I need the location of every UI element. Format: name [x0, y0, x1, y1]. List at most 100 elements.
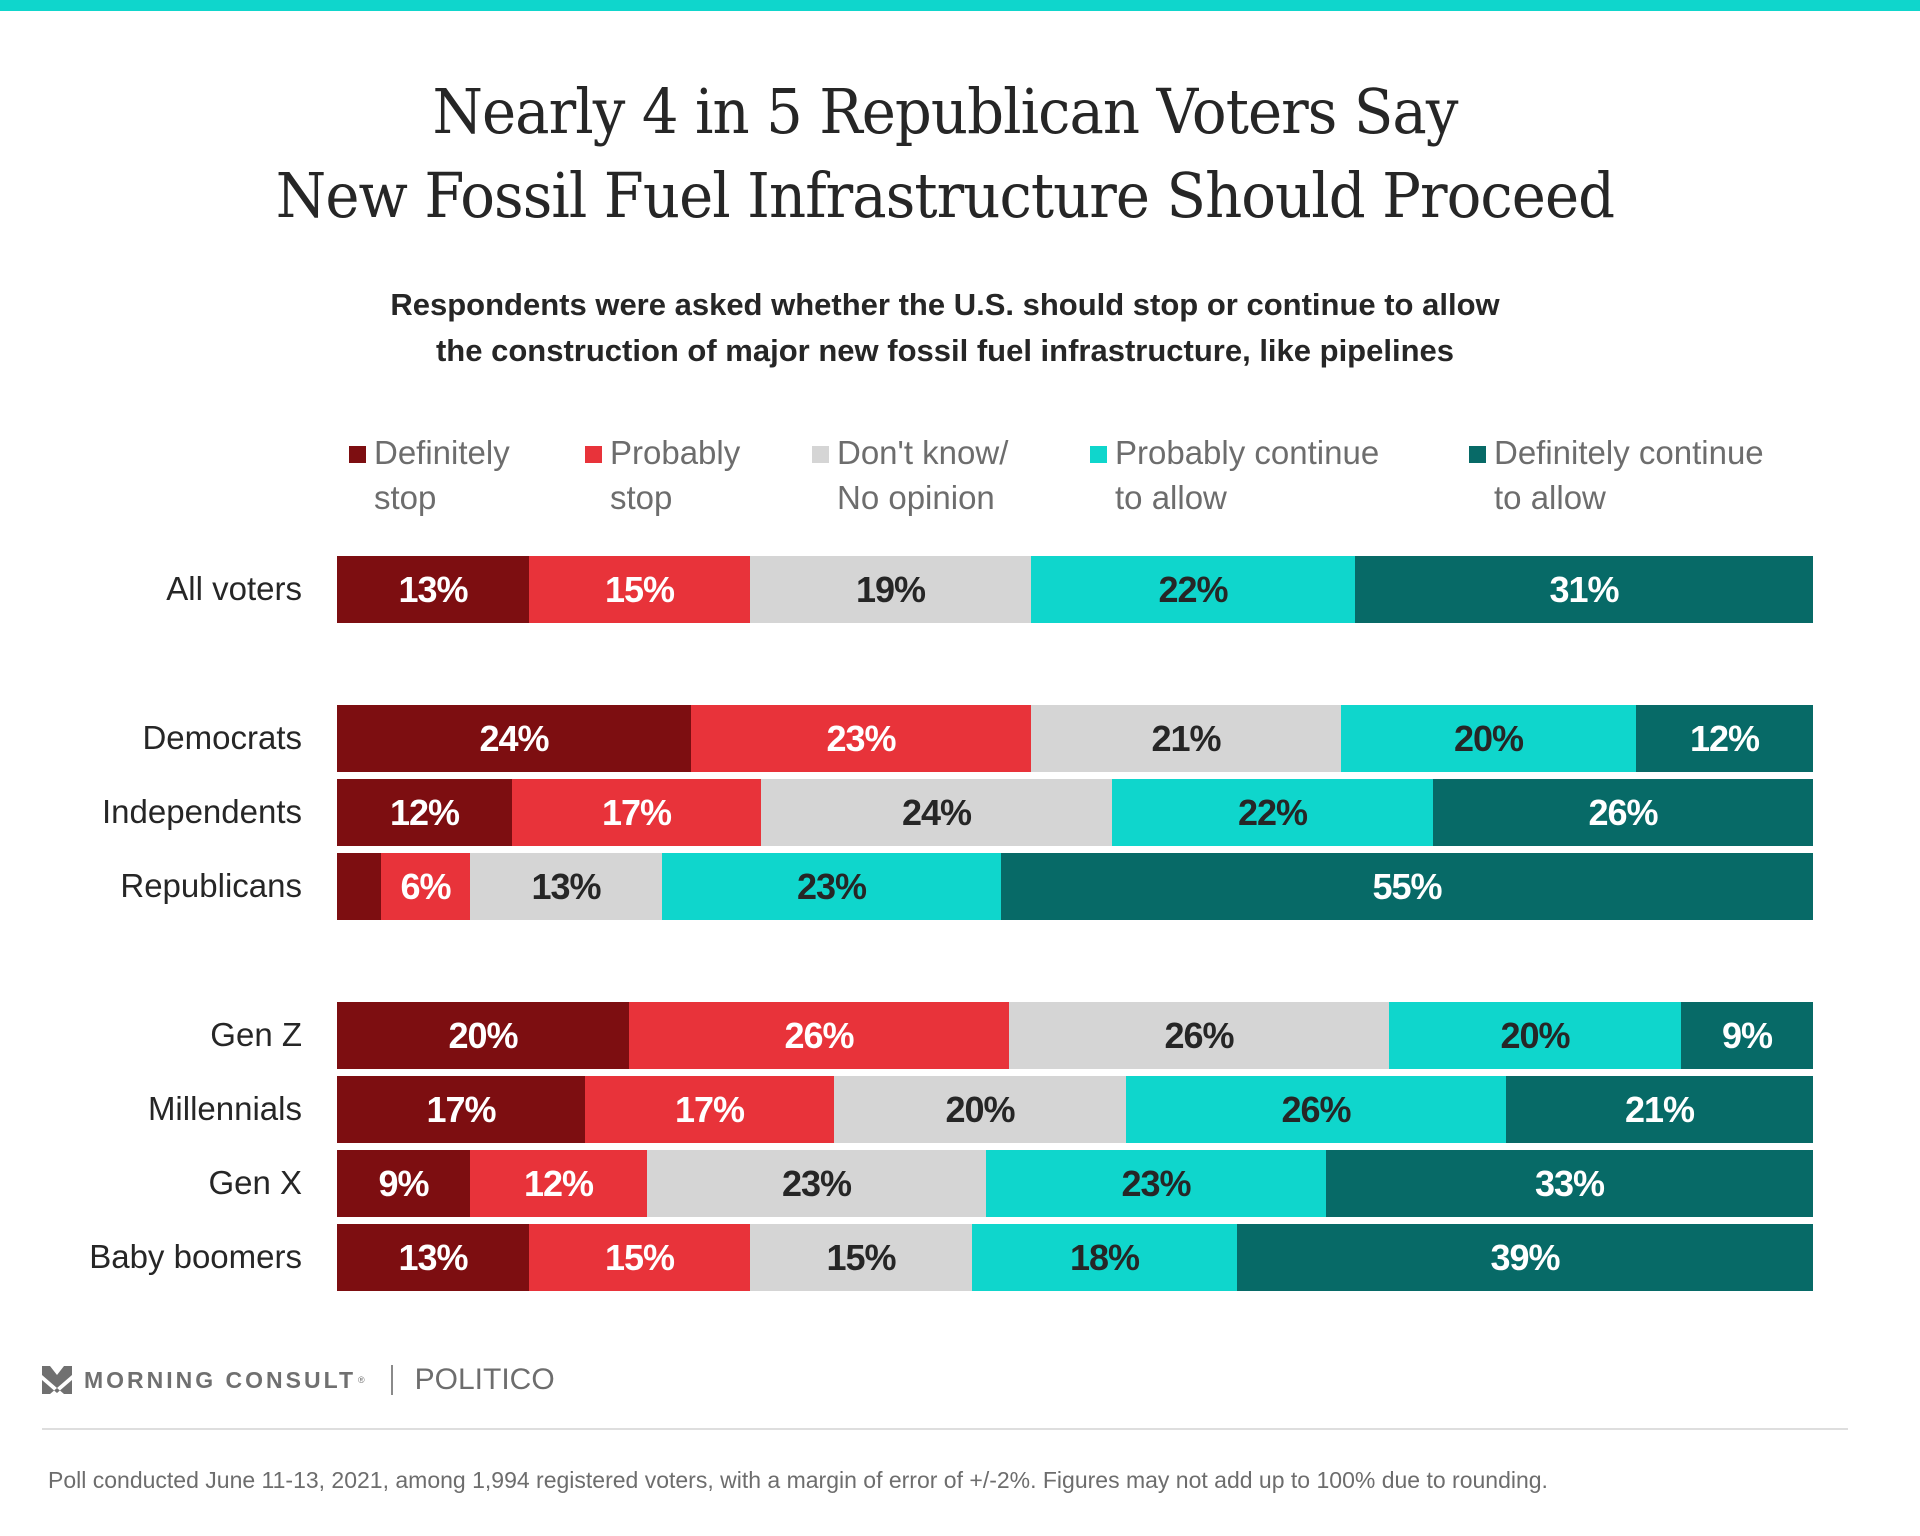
chart-title-line-1: Nearly 4 in 5 Republican Voters Say [432, 75, 1458, 148]
data-label: 26% [1281, 1088, 1351, 1130]
legend-swatch-probably-stop [585, 446, 602, 463]
bar-segment-definitely-stop: 17% [337, 1076, 585, 1143]
bar-segment-definitely-continue: 55% [1001, 853, 1813, 920]
bar-segment-definitely-stop: 12% [337, 779, 512, 846]
data-label: 13% [398, 1236, 468, 1278]
bar-democrats: 24% 23% 21% 20% 12% [337, 705, 1813, 772]
bar-segment-probably-stop: 26% [629, 1002, 1009, 1069]
data-label: 12% [389, 791, 460, 833]
bar-segment-probably-continue: 20% [1341, 705, 1636, 772]
data-label: 21% [1624, 1088, 1695, 1130]
chart-subtitle-line-1: Respondents were asked whether the U.S. … [390, 287, 1500, 322]
row-label-baby-boomers: Baby boomers [89, 1238, 302, 1275]
bar-millennials: 17% 17% 20% 26% 21% [337, 1076, 1813, 1143]
bar-segment-dont-know: 21% [1031, 705, 1341, 772]
bar-segment-definitely-continue: 21% [1506, 1076, 1813, 1143]
bar-gen-z: 20% 26% 26% 20% 9% [337, 1002, 1813, 1069]
bar-segment-probably-continue: 18% [972, 1224, 1237, 1291]
bar-segment-dont-know: 19% [750, 556, 1031, 623]
bar-segment-definitely-continue: 12% [1636, 705, 1813, 772]
legend-label: Probably continue [1115, 434, 1380, 471]
data-label: 15% [604, 1236, 675, 1278]
data-label: 23% [826, 717, 896, 759]
bar-segment-dont-know: 24% [761, 779, 1112, 846]
row-label-millennials: Millennials [147, 1090, 302, 1127]
data-label: 23% [796, 865, 867, 907]
data-label: 17% [674, 1088, 745, 1130]
row-label-independents: Independents [101, 793, 302, 830]
data-label: 31% [1549, 568, 1619, 610]
chart-title: Nearly 4 in 5 Republican Voters Say New … [66, 70, 1824, 238]
data-label: 39% [1490, 1236, 1560, 1278]
data-label: 26% [1588, 791, 1658, 833]
bar-gen-x: 9% 12% 23% 23% 33% [337, 1150, 1813, 1217]
data-label: 6% [400, 865, 451, 907]
data-label: 15% [826, 1236, 896, 1278]
bar-republicans: 6% 13% 23% 55% [337, 853, 1813, 920]
bar-segment-definitely-continue: 31% [1355, 556, 1813, 623]
bar-segment-probably-continue: 23% [662, 853, 1001, 920]
bar-segment-definitely-stop: 13% [337, 556, 529, 623]
bar-all-voters: 13% 15% 19% 22% 31% [337, 556, 1813, 623]
logo-divider [390, 1365, 393, 1395]
row-label-all-voters: All voters [166, 570, 302, 607]
data-label: 33% [1534, 1162, 1605, 1204]
bar-segment-dont-know: 26% [1009, 1002, 1389, 1069]
data-label: 23% [1121, 1162, 1191, 1204]
data-label: 20% [1500, 1014, 1570, 1056]
bar-segment-dont-know: 15% [750, 1224, 972, 1291]
footer-divider [42, 1428, 1848, 1430]
politico-logo-text: POLITICO [414, 1363, 555, 1396]
chart-subtitle-line-2: the construction of major new fossil fue… [435, 333, 1455, 368]
row-label-gen-z: Gen Z [210, 1016, 302, 1053]
branding: MORNING CONSULT ® POLITICO [42, 1362, 555, 1398]
data-label: 18% [1069, 1236, 1140, 1278]
legend-label: to allow [1494, 479, 1606, 516]
data-label: 20% [448, 1014, 518, 1056]
data-label: 24% [479, 717, 549, 759]
bar-segment-definitely-stop: 9% [337, 1150, 470, 1217]
data-label: 9% [1721, 1014, 1773, 1056]
data-label: 12% [523, 1162, 594, 1204]
bar-segment-definitely-continue: 26% [1433, 779, 1813, 846]
legend-swatch-definitely-continue [1469, 446, 1486, 463]
data-label: 19% [855, 568, 926, 610]
data-label: 17% [426, 1088, 496, 1130]
bar-baby-boomers: 13% 15% 15% 18% 39% [337, 1224, 1813, 1291]
data-label: 20% [1453, 717, 1524, 759]
bar-segment-definitely-continue: 33% [1326, 1150, 1813, 1217]
registered-mark: ® [358, 1375, 365, 1385]
legend-swatch-probably-continue [1090, 446, 1107, 463]
bar-segment-probably-stop: 12% [470, 1150, 647, 1217]
data-label: 55% [1372, 865, 1442, 907]
data-label: 15% [604, 568, 675, 610]
top-accent-bar [0, 0, 1920, 11]
bar-segment-probably-continue: 20% [1389, 1002, 1681, 1069]
morning-consult-logo-text: MORNING CONSULT [84, 1366, 357, 1393]
bar-segment-definitely-continue: 9% [1681, 1002, 1813, 1069]
bar-segment-definitely-stop: 24% [337, 705, 691, 772]
bar-segment-definitely-continue: 39% [1237, 1224, 1813, 1291]
chart-subtitle: Respondents were asked whether the U.S. … [0, 282, 1890, 374]
bar-segment-probably-stop: 17% [585, 1076, 834, 1143]
data-label: 9% [378, 1162, 429, 1204]
legend-label: Definitely [374, 434, 510, 471]
data-label: 13% [398, 568, 468, 610]
bar-segment-probably-stop: 15% [529, 556, 750, 623]
bar-segment-definitely-stop [337, 853, 381, 920]
bar-segment-probably-stop: 15% [529, 1224, 750, 1291]
data-label: 20% [945, 1088, 1015, 1130]
legend-label: Probably [610, 434, 741, 471]
legend-label: to allow [1115, 479, 1227, 516]
bar-segment-definitely-stop: 13% [337, 1224, 529, 1291]
bar-segment-definitely-stop: 20% [337, 1002, 629, 1069]
bar-segment-probably-stop: 17% [512, 779, 761, 846]
bar-segment-dont-know: 13% [470, 853, 662, 920]
bar-segment-probably-stop: 23% [691, 705, 1031, 772]
data-label: 26% [784, 1014, 854, 1056]
bar-segment-dont-know: 20% [834, 1076, 1126, 1143]
legend-label: stop [374, 479, 437, 516]
data-label: 21% [1151, 717, 1221, 759]
data-label: 13% [531, 865, 601, 907]
footnote: Poll conducted June 11-13, 2021, among 1… [48, 1467, 1548, 1493]
